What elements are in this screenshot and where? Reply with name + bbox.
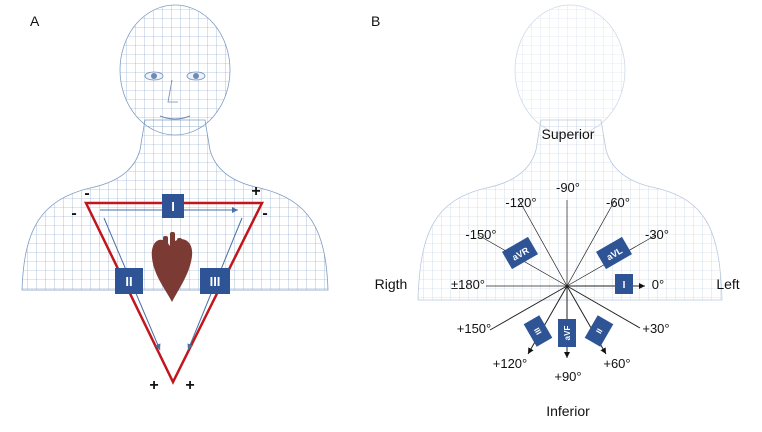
lead-avr-badge: aVR (502, 236, 538, 270)
lead-i-badge-b: I (615, 274, 633, 294)
sign-bottom-right: + (185, 377, 194, 394)
lead-avf-badge: aVF (558, 319, 576, 347)
superior-label: Superior (542, 126, 595, 142)
panel-a-label: A (30, 13, 40, 29)
lead-iii-badge (200, 268, 230, 294)
angle-m60: -60° (606, 195, 630, 210)
angle-pm180: ±180° (451, 277, 485, 292)
angle-p90: +90° (554, 369, 581, 384)
right-label: Rigth (375, 276, 408, 292)
lead-i-label-b: I (623, 280, 626, 291)
angle-p30: +30° (642, 321, 669, 336)
lead-i-badge (162, 194, 184, 218)
lead-ii-label: II (125, 274, 132, 289)
inferior-label: Inferior (546, 403, 590, 419)
sign-top-right-outer: + (251, 183, 260, 200)
lead-ii-badge-b: II (584, 315, 614, 347)
sign-top-left-inner: - (71, 205, 76, 222)
angle-m150: -150° (465, 227, 496, 242)
angle-p60: +60° (603, 356, 630, 371)
angle-p120: +120° (493, 356, 527, 371)
panel-b-label: B (371, 13, 380, 29)
lead-avf-label: aVF (563, 326, 572, 341)
lead-i-label: I (171, 199, 175, 214)
heart-icon (151, 232, 193, 302)
lead-iii-badge-b: III (523, 315, 553, 347)
panel-b: B aVR aVL (371, 4, 740, 419)
lead-iii-label-b: III (532, 326, 543, 336)
sign-bottom-left: + (149, 377, 158, 394)
left-label: Left (716, 276, 739, 292)
sign-top-right-inner: - (262, 205, 267, 222)
sign-top-left-outer: - (84, 185, 89, 202)
angle-m90: -90° (556, 180, 580, 195)
angle-m120: -120° (505, 195, 536, 210)
angle-p150: +150° (457, 321, 491, 336)
lead-iii-label: III (210, 274, 221, 289)
lead-avl-badge: aVL (596, 236, 632, 270)
angle-m30: -30° (645, 227, 669, 242)
lead-ii-label-b: II (594, 327, 604, 335)
angle-p0: 0° (652, 277, 664, 292)
panel-a: A I II III (21, 4, 329, 394)
torso-mesh-faded (417, 4, 723, 301)
lead-ii-badge (115, 268, 143, 294)
